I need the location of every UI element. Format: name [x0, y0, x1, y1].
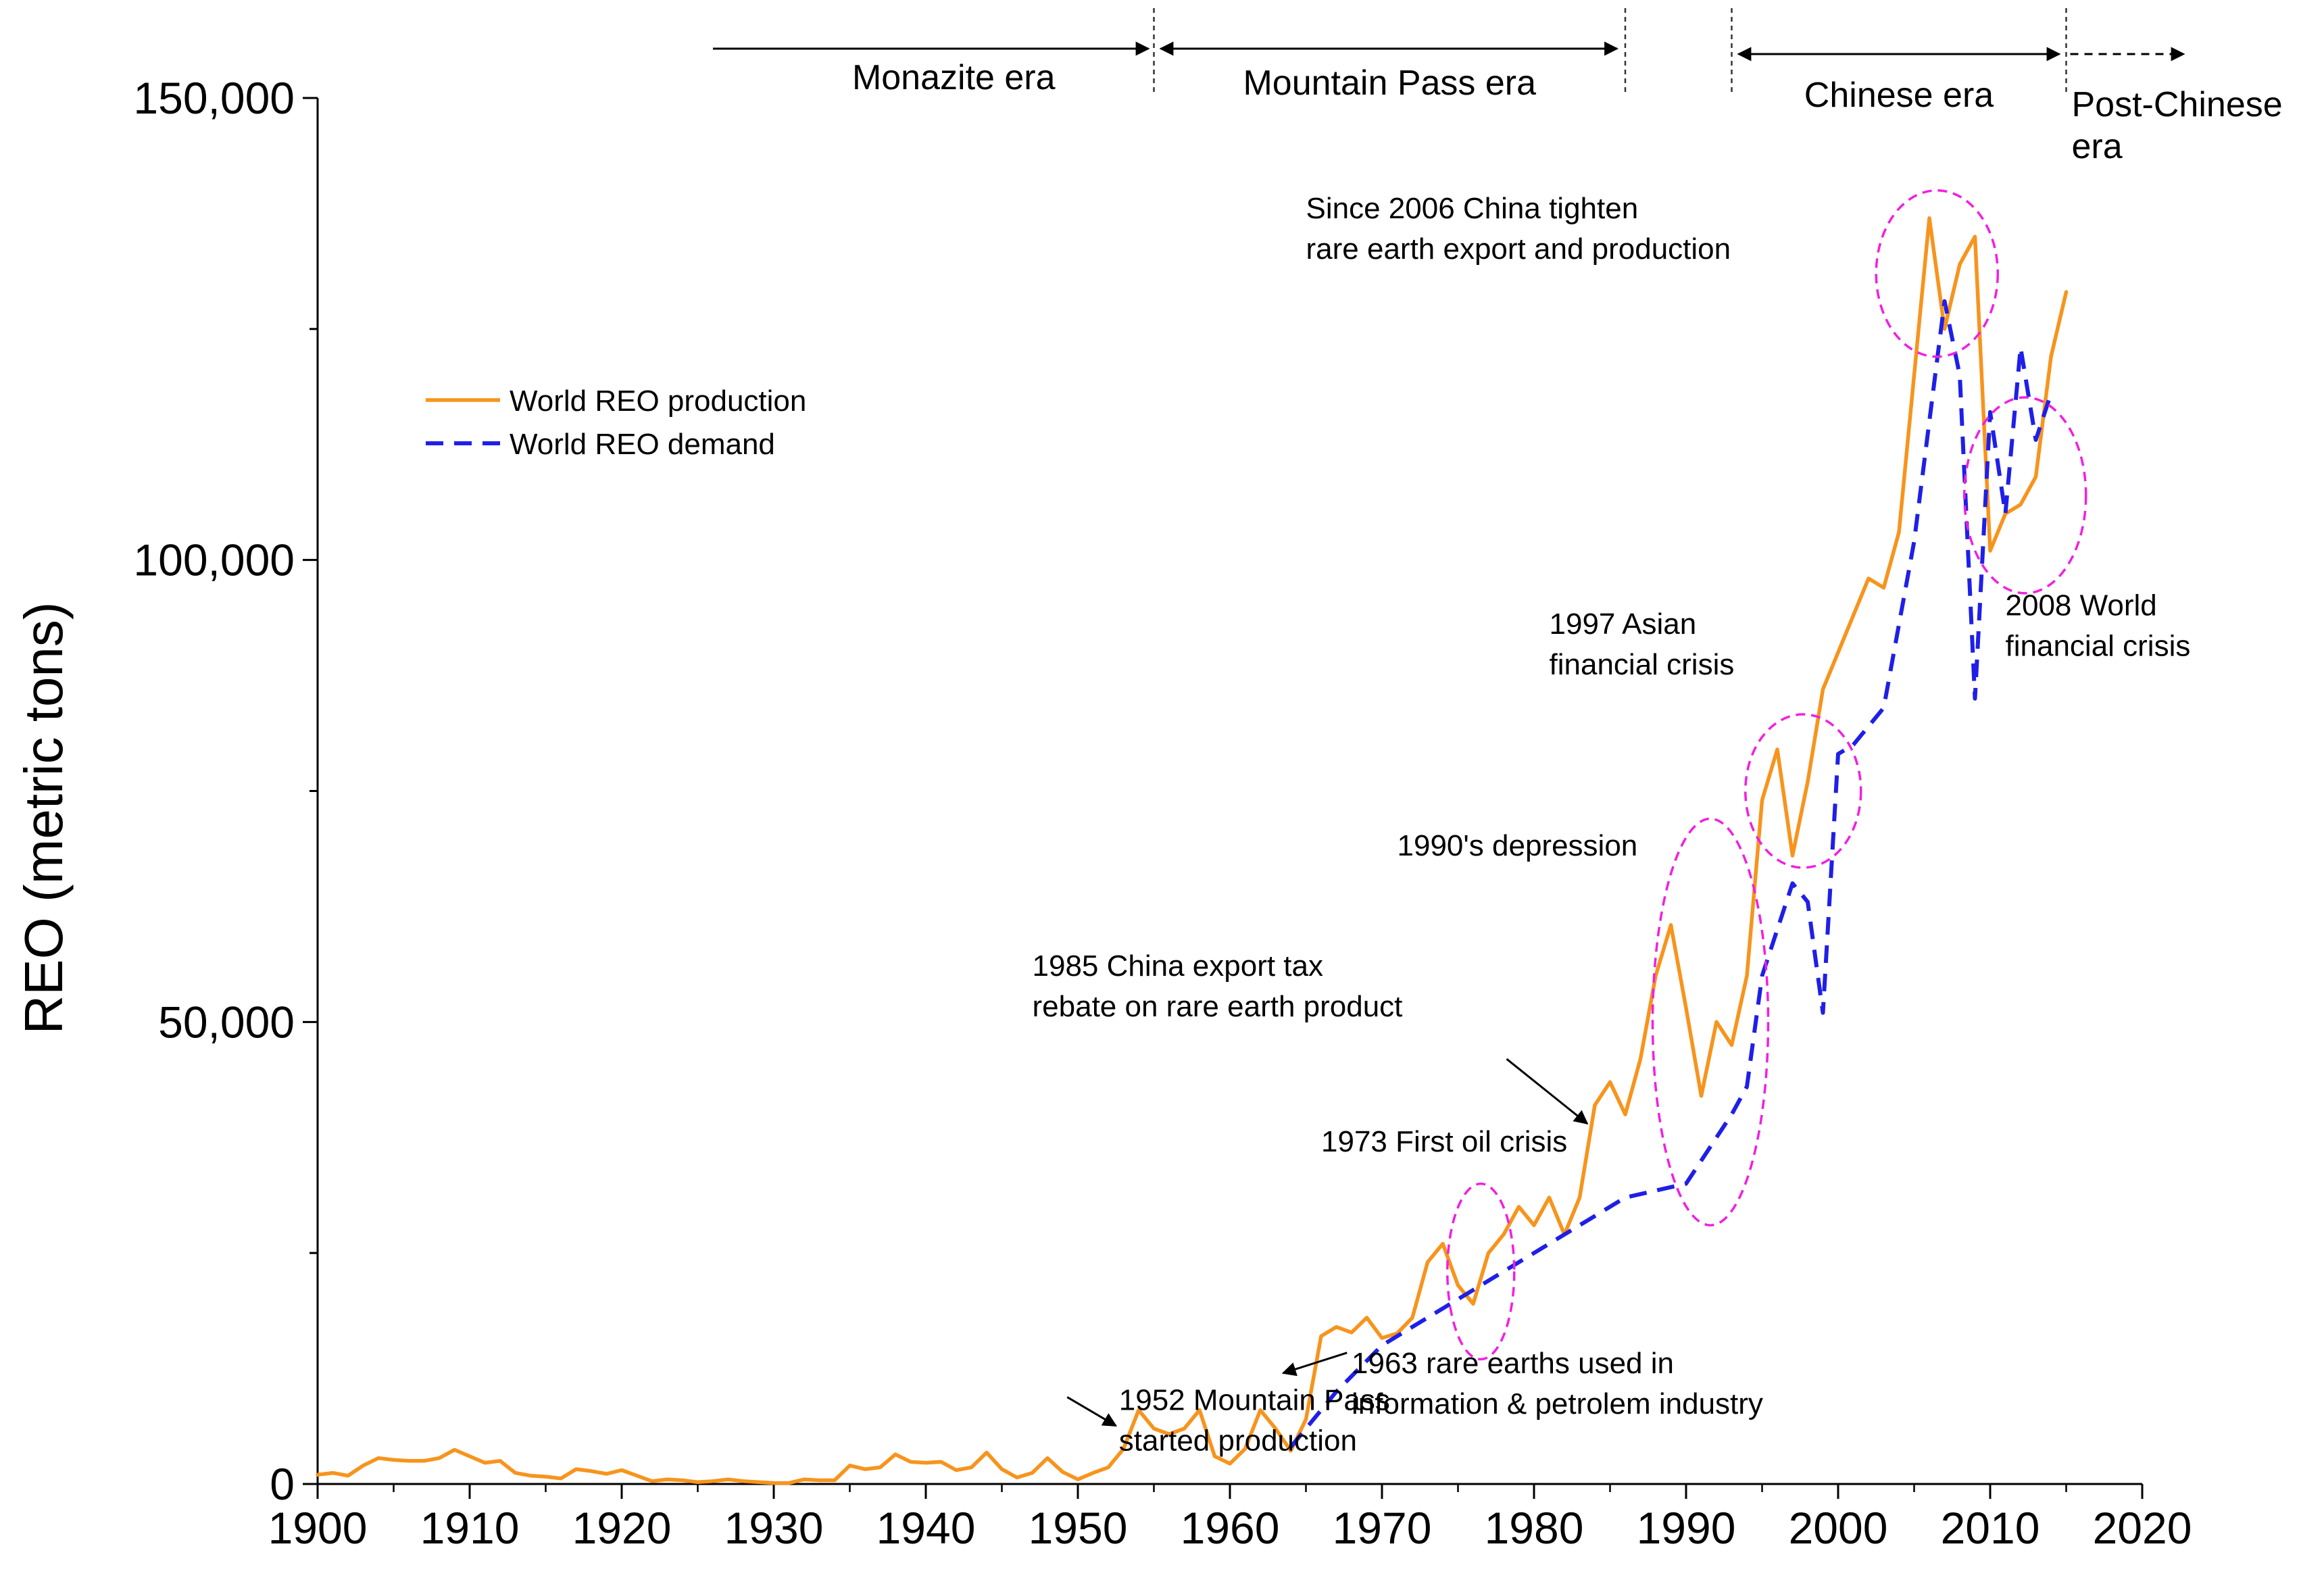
annotation-world-crisis: 2008 World financial crisis: [2006, 589, 2191, 663]
annotation-mountain-pass-line2: started production: [1119, 1425, 1357, 1458]
annotation-rare-earths-1963: 1963 rare earths used in information & pe…: [1352, 1347, 1763, 1420]
annotation-china-tighten: Since 2006 China tighten rare earth expor…: [1306, 192, 1731, 266]
highlight-ellipse-4: [1875, 189, 1999, 358]
highlight-ellipse-5: [1963, 396, 2087, 595]
y-axis-label: REO (metric tons): [14, 601, 74, 1034]
era-bands: Monazite era Mountain Pass era Chinese era…: [713, 8, 2283, 166]
y-tick-label-150000: 150,000: [133, 73, 295, 123]
annotation-depression-line1: 1990's depression: [1398, 829, 1638, 862]
y-tick-label-100000: 100,000: [133, 535, 295, 585]
x-tick-label-1950: 1950: [1029, 1503, 1128, 1553]
annotation-china-tighten-line1: Since 2006 China tighten: [1306, 192, 1639, 225]
x-tick-label-1920: 1920: [572, 1503, 672, 1553]
annotation-oil-crisis: 1973 First oil crisis: [1321, 1125, 1567, 1158]
y-tick-label-0: 0: [270, 1459, 295, 1509]
era-label-post-chinese: Post-Chinese era: [2072, 85, 2283, 166]
x-tick-label-2000: 2000: [1789, 1503, 1888, 1553]
era-label-post-chinese-line1: Post-Chinese: [2072, 85, 2283, 124]
annotation-oil-crisis-line1: 1973 First oil crisis: [1321, 1125, 1567, 1158]
x-tick-label-1940: 1940: [876, 1503, 976, 1553]
arrow-export-tax: [1506, 1058, 1589, 1125]
legend-label-production: World REO production: [510, 385, 806, 418]
x-tick-label-1900: 1900: [268, 1503, 368, 1553]
x-tick-label-1970: 1970: [1333, 1503, 1432, 1553]
axes: 1900 1910 1920 1930 1940 1950 1960 1970 1980 1990…: [133, 73, 2192, 1553]
era-label-monazite: Monazite era: [852, 58, 1056, 97]
annotation-asian-crisis-line2: financial crisis: [1550, 648, 1735, 681]
legend: World REO production World REO demand: [426, 385, 806, 461]
annotation-mountain-pass-line1: 1952 Mountain Pass: [1119, 1384, 1390, 1417]
highlight-ellipse-3: [1744, 713, 1862, 869]
annotation-export-tax-line1: 1985 China export tax: [1033, 949, 1324, 983]
era-label-post-chinese-line2: era: [2072, 127, 2123, 166]
annotation-depression: 1990's depression: [1398, 829, 1638, 862]
annotation-asian-crisis: 1997 Asian financial crisis: [1550, 608, 1735, 681]
annotation-export-tax: 1985 China export tax rebate on rare eart…: [1033, 949, 1403, 1023]
annotation-export-tax-line2: rebate on rare earth product: [1033, 990, 1403, 1023]
production-line: [316, 216, 2069, 1485]
highlight-ellipse-1: [1446, 1182, 1516, 1361]
annotation-world-crisis-line1: 2008 World: [2006, 589, 2157, 622]
y-tick-label-50000: 50,000: [158, 997, 295, 1047]
demand-line: [1289, 299, 2053, 1449]
annotation-world-crisis-line2: financial crisis: [2006, 630, 2191, 663]
x-tick-label-2020: 2020: [2093, 1503, 2192, 1553]
annotation-china-tighten-line2: rare earth export and production: [1306, 232, 1731, 266]
annotation-rare-earths-1963-line1: 1963 rare earths used in: [1352, 1347, 1674, 1380]
annotation-mountain-pass: 1952 Mountain Pass started production: [1119, 1384, 1390, 1458]
x-tick-label-1960: 1960: [1181, 1503, 1280, 1553]
x-tick-label-1910: 1910: [420, 1503, 520, 1553]
arrow-mountain-pass: [1066, 1396, 1118, 1427]
annotation-asian-crisis-line1: 1997 Asian: [1550, 608, 1697, 641]
highlight-ellipse-2: [1651, 817, 1770, 1227]
era-label-chinese: Chinese era: [1804, 76, 1994, 115]
x-tick-label-2010: 2010: [1941, 1503, 2040, 1553]
x-tick-label-1990: 1990: [1637, 1503, 1736, 1553]
era-label-mountain-pass: Mountain Pass era: [1243, 64, 1536, 103]
legend-label-demand: World REO demand: [510, 428, 775, 461]
annotations: 1952 Mountain Pass started production 1963…: [1033, 192, 2191, 1458]
x-tick-label-1930: 1930: [724, 1503, 824, 1553]
highlight-ellipses: [1446, 189, 2087, 1361]
x-tick-label-1980: 1980: [1485, 1503, 1584, 1553]
annotation-rare-earths-1963-line2: information & petrolem industry: [1352, 1387, 1763, 1420]
arrow-rare-earths-1963: [1281, 1352, 1348, 1377]
series-group: [316, 216, 2069, 1485]
